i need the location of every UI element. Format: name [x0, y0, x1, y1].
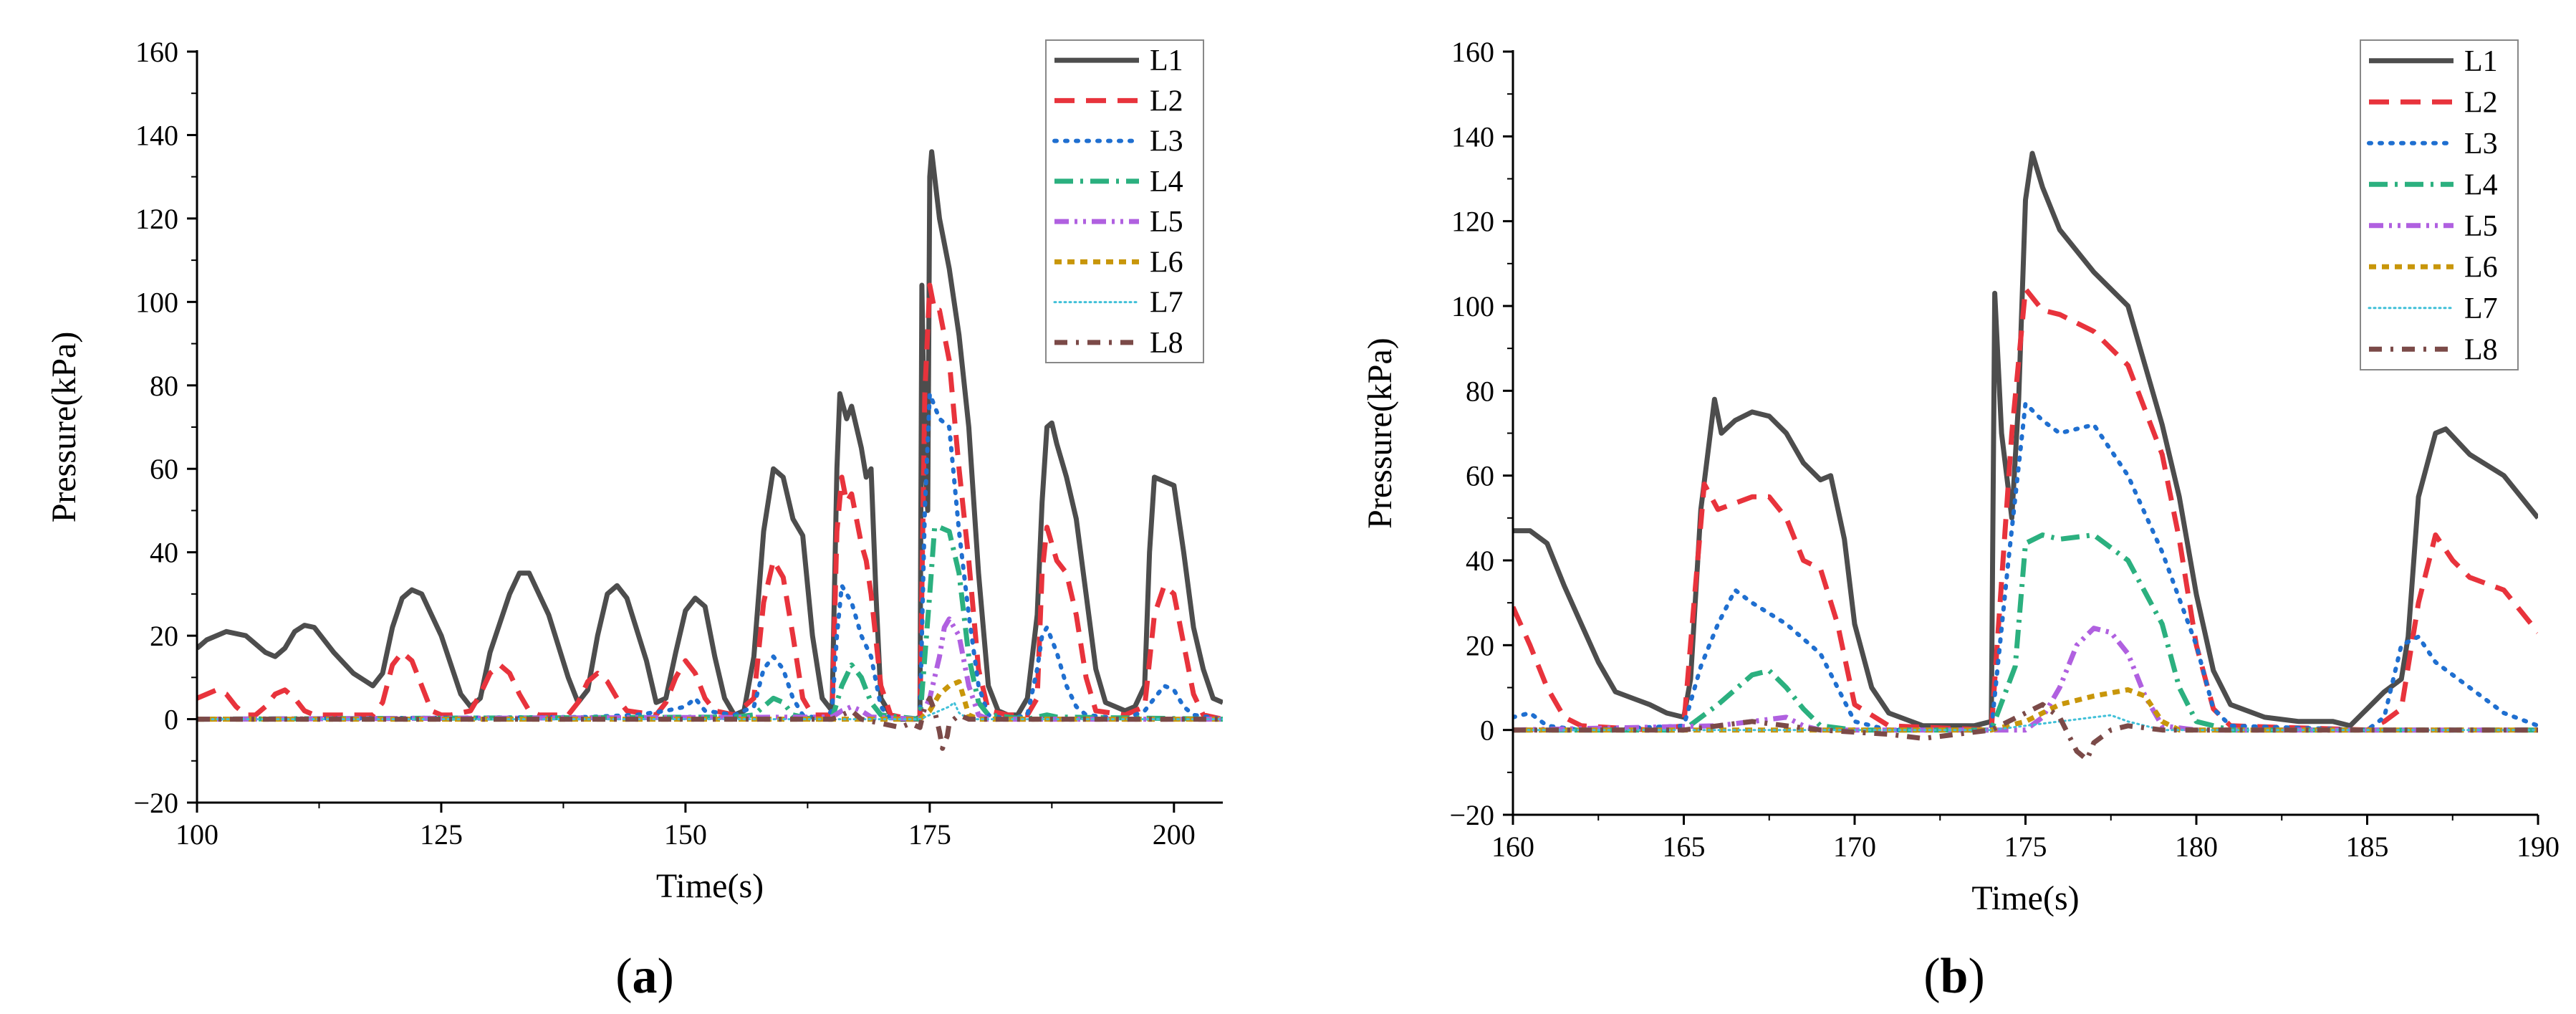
- y-tick-label: 20: [1466, 629, 1494, 661]
- legend-label-l4: L4: [2464, 168, 2498, 201]
- panel-label: (b): [1923, 949, 1985, 1004]
- series-line-l5: [1513, 626, 2538, 733]
- y-tick-label: 0: [164, 704, 178, 736]
- legend: L1 L2 L3 L4 L5 L6 L7 L8: [2360, 39, 2519, 370]
- y-tick-label: 60: [150, 453, 178, 485]
- y-tick-label: 80: [1466, 375, 1494, 407]
- series-line-l3: [1513, 401, 2538, 732]
- x-tick-label: 170: [1833, 831, 1876, 863]
- legend-label-l3: L3: [1150, 125, 1183, 158]
- y-tick-label: 160: [1451, 36, 1494, 68]
- legend-label-l3: L3: [2464, 128, 2498, 161]
- x-axis-title: Time(s): [1971, 879, 2079, 917]
- y-tick-label: 40: [1466, 545, 1494, 577]
- legend-label-l8: L8: [1150, 327, 1183, 360]
- legend-label-l5: L5: [2464, 210, 2498, 243]
- legend: L1 L2 L3 L4 L5 L6 L7 L8: [1045, 39, 1204, 363]
- legend-label-l7: L7: [2464, 292, 2498, 325]
- y-tick-label: 140: [1451, 120, 1494, 153]
- y-axis-title: Pressure(kPa): [1361, 338, 1399, 529]
- y-tick-label: 160: [135, 36, 178, 68]
- series-line-l4: [197, 525, 1223, 722]
- series-group: [197, 149, 1223, 751]
- y-tick-label: 80: [150, 370, 178, 402]
- series-line-l4: [1513, 532, 2538, 733]
- series-line-l7: [197, 701, 1223, 721]
- y-tick-label: 100: [1451, 290, 1494, 322]
- y-tick-label: 140: [135, 119, 178, 151]
- x-tick-label: 125: [420, 818, 463, 851]
- x-tick-label: 180: [2175, 831, 2218, 863]
- series-line-l1: [197, 149, 1223, 722]
- x-tick-label: 175: [2004, 831, 2047, 863]
- legend-label-l2: L2: [1150, 85, 1183, 118]
- series-line-l7: [1513, 714, 2538, 732]
- y-tick-label: 60: [1466, 460, 1494, 492]
- legend-label-l2: L2: [2464, 86, 2498, 119]
- y-tick-label: −20: [133, 787, 178, 819]
- legend-label-l5: L5: [1150, 206, 1183, 239]
- y-tick-label: 0: [1480, 714, 1494, 747]
- legend-label-l1: L1: [1150, 44, 1183, 77]
- x-tick-label: 175: [908, 818, 951, 851]
- y-tick-label: 40: [150, 537, 178, 569]
- chart-panel-a: −20 0 20 40 60 80 100 120 140 160 100 125 150 175 200 T…: [45, 36, 1223, 1004]
- y-axis-title: Pressure(kPa): [45, 332, 83, 523]
- x-tick-label: 190: [2517, 831, 2560, 863]
- chart-panel-b: −20 0 20 40 60 80 100 120 140 160 160 165 170 175 180 1…: [1361, 36, 2560, 1004]
- x-tick-label: 100: [176, 818, 218, 851]
- y-tick-label: 120: [1451, 206, 1494, 238]
- legend-label-l6: L6: [2464, 251, 2498, 284]
- y-tick-label: 120: [135, 203, 178, 235]
- x-tick-label: 150: [664, 818, 707, 851]
- legend-label-l1: L1: [2464, 45, 2498, 78]
- legend-label-l6: L6: [1150, 246, 1183, 279]
- x-tick-label: 165: [1663, 831, 1706, 863]
- series-line-l2: [197, 282, 1223, 722]
- series-line-l2: [1513, 286, 2538, 733]
- x-tick-label: 200: [1153, 818, 1196, 851]
- series-line-l8: [197, 695, 1223, 751]
- x-axis-title: Time(s): [656, 867, 764, 905]
- series-line-l6: [1513, 687, 2538, 733]
- legend-box: [1045, 39, 1204, 363]
- y-tick-label: 100: [135, 286, 178, 318]
- y-tick-label: −20: [1449, 799, 1494, 831]
- legend-label-l4: L4: [1150, 166, 1183, 199]
- panel-label: (a): [615, 949, 674, 1004]
- y-tick-label: 20: [150, 620, 178, 652]
- x-tick-label: 160: [1491, 831, 1534, 863]
- legend-label-l7: L7: [1150, 287, 1183, 320]
- series-group: [1513, 150, 2538, 762]
- legend-box: [2360, 39, 2519, 370]
- legend-label-l8: L8: [2464, 333, 2498, 366]
- x-tick-label: 185: [2346, 831, 2389, 863]
- series-line-l6: [197, 679, 1223, 722]
- series-line-l8: [1513, 702, 2538, 762]
